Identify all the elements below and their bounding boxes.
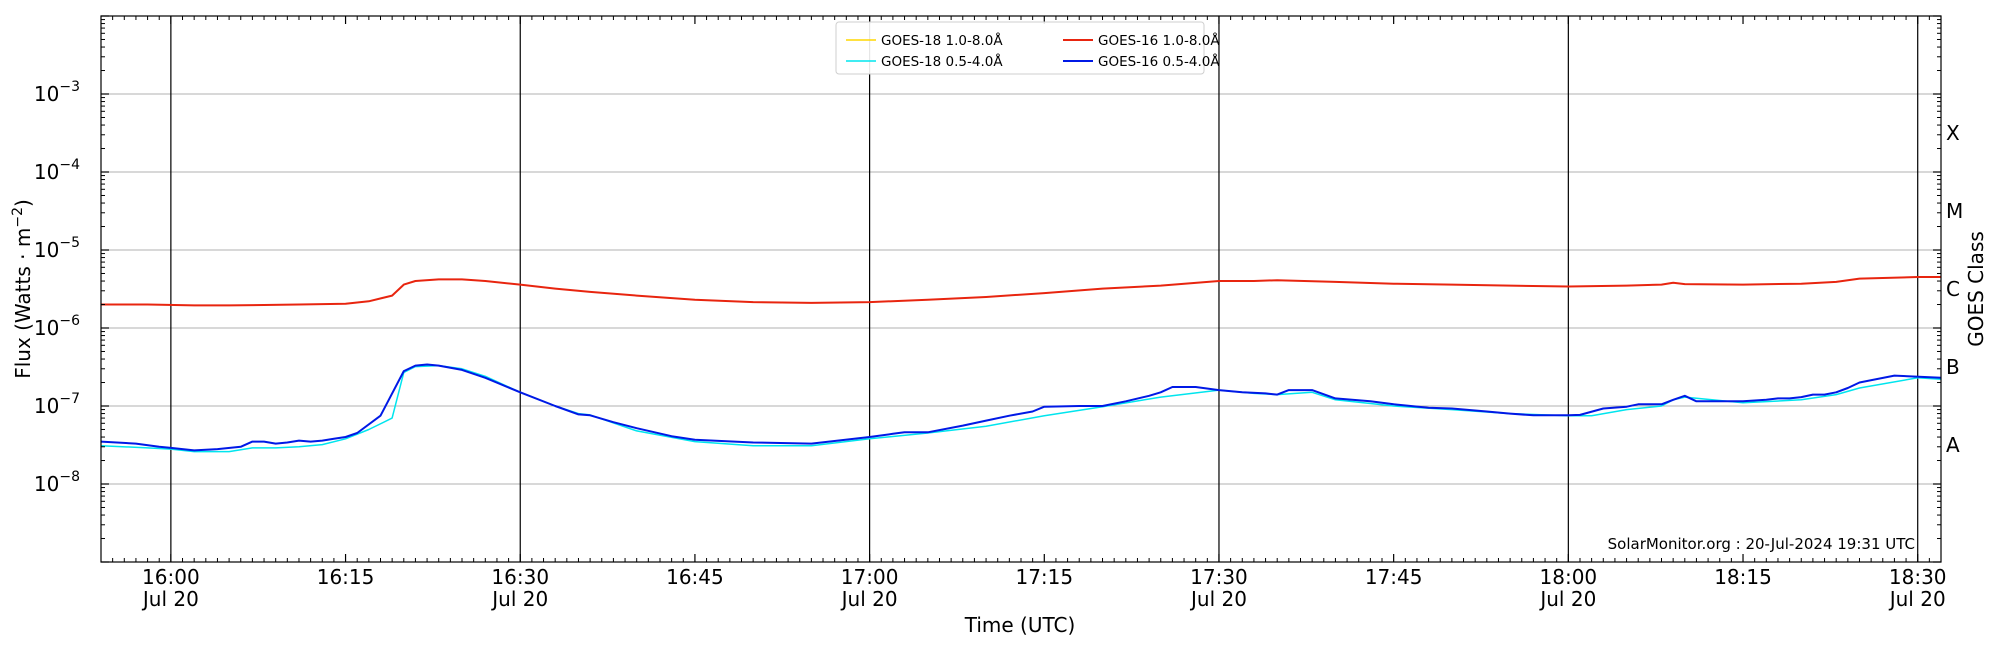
- watermark: SolarMonitor.org : 20-Jul-2024 19:31 UTC: [1608, 535, 1915, 553]
- y-tick-base: 10: [34, 394, 59, 418]
- legend: GOES-18 1.0-8.0Å GOES-18 0.5-4.0Å GOES-16 …: [835, 21, 1220, 75]
- x-tick-label: 18:30: [1889, 565, 1947, 589]
- goes-class-labels: A B C M X: [1946, 121, 1963, 457]
- y-tick-exponent: −5: [59, 235, 80, 251]
- y-tick-base: 10: [34, 82, 59, 106]
- x-tick-label: 17:00: [841, 565, 899, 589]
- y-axis-label-exponent: −2: [10, 207, 26, 228]
- x-tick-label: 17:15: [1015, 565, 1073, 589]
- y-tick-label: 10−5: [34, 235, 80, 262]
- y-tick-label: 10−8: [34, 469, 80, 496]
- x-tick-sublabel: Jul 20: [1888, 587, 1946, 611]
- y-tick-exponent: −3: [59, 79, 80, 95]
- goes-class-a: A: [1946, 433, 1960, 457]
- plot-area-frame: [100, 15, 1942, 563]
- goes-class-x: X: [1946, 121, 1960, 145]
- y-tick-exponent: −8: [59, 469, 80, 485]
- legend-label: GOES-16 0.5-4.0Å: [1098, 53, 1220, 70]
- x-tick-sublabel: Jul 20: [1538, 587, 1596, 611]
- legend-box: [835, 21, 1205, 75]
- goes-class-axis-label: GOES Class: [1964, 231, 1988, 347]
- y-tick-label: 10−7: [34, 391, 80, 418]
- x-tick-label: 16:15: [317, 565, 375, 589]
- x-tick-label: 17:45: [1365, 565, 1423, 589]
- goes-class-c: C: [1946, 277, 1960, 301]
- y-axis-label-close: ): [11, 199, 35, 207]
- x-tick-sublabel: Jul 20: [840, 587, 898, 611]
- goes-class-m: M: [1946, 199, 1963, 223]
- axis-ticks: [100, 15, 1942, 563]
- x-tick-label: 18:00: [1540, 565, 1598, 589]
- x-axis-label: Time (UTC): [964, 613, 1076, 637]
- y-axis-label-main: Flux (Watts · m: [11, 228, 35, 379]
- x-tick-sublabel: Jul 20: [141, 587, 199, 611]
- legend-label: GOES-18 1.0-8.0Å: [881, 32, 1003, 49]
- y-tick-base: 10: [34, 316, 59, 340]
- x-tick-label: 16:30: [491, 565, 549, 589]
- y-tick-exponent: −7: [59, 391, 80, 407]
- x-tick-label: 16:45: [666, 565, 724, 589]
- y-tick-base: 10: [34, 238, 59, 262]
- y-axis-label: Flux (Watts · m−2): [10, 199, 35, 379]
- day-vertical-lines: [170, 16, 1919, 562]
- y-tick-exponent: −4: [59, 157, 80, 173]
- series-line-2: [101, 364, 1941, 453]
- x-tick-label: 18:15: [1714, 565, 1772, 589]
- series-line-3: [101, 363, 1941, 452]
- y-tick-label: 10−4: [34, 157, 80, 184]
- legend-label: GOES-16 1.0-8.0Å: [1098, 32, 1220, 49]
- series-line-1: [101, 276, 1941, 307]
- legend-label: GOES-18 0.5-4.0Å: [881, 53, 1003, 70]
- y-tick-base: 10: [34, 472, 59, 496]
- y-tick-labels: 10−810−710−610−510−410−3: [34, 79, 80, 496]
- y-tick-base: 10: [34, 160, 59, 184]
- x-tick-label: 16:00: [142, 565, 200, 589]
- x-tick-sublabel: Jul 20: [1189, 587, 1247, 611]
- y-tick-label: 10−3: [34, 79, 80, 106]
- series-lines: [101, 276, 1941, 453]
- y-tick-exponent: −6: [59, 313, 80, 329]
- gridlines: [101, 93, 1941, 485]
- y-tick-label: 10−6: [34, 313, 80, 340]
- x-tick-sublabel: Jul 20: [490, 587, 548, 611]
- x-tick-label: 17:30: [1190, 565, 1248, 589]
- goes-class-b: B: [1946, 355, 1960, 379]
